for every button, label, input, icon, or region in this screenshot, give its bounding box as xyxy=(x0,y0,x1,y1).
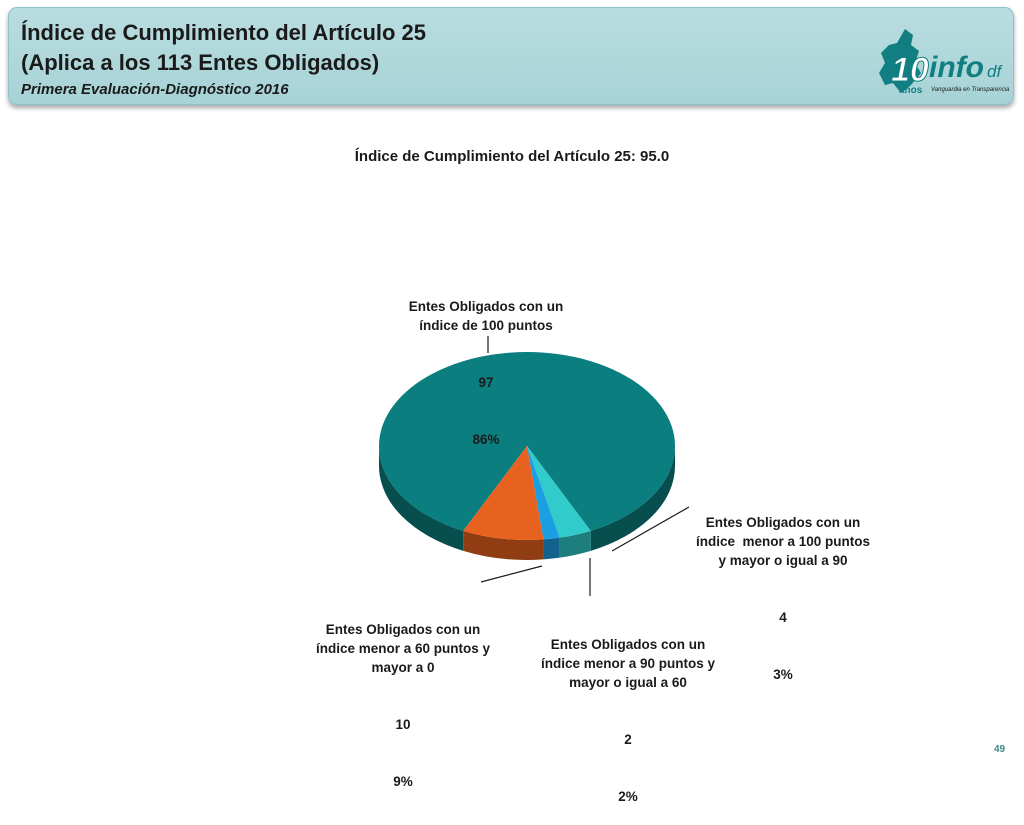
slice-label-0-60-percent: 9% xyxy=(393,774,413,789)
header-banner: Índice de Cumplimiento del Artículo 25 (… xyxy=(8,7,1014,105)
logo-big-number: 10 xyxy=(891,51,929,89)
slice-label-60-90: Entes Obligados con un índice menor a 90… xyxy=(528,597,728,825)
logo-word: info xyxy=(929,51,984,84)
slice-label-100-text: Entes Obligados con un índice de 100 pun… xyxy=(408,299,564,333)
slice-label-90-100-percent: 3% xyxy=(773,667,793,682)
page-number: 49 xyxy=(994,744,1006,755)
slice-label-60-90-text: Entes Obligados con un índice menor a 90… xyxy=(540,637,716,690)
page-subtitle: Primera Evaluación-Diagnóstico 2016 xyxy=(21,81,289,98)
chart-title: Índice de Cumplimiento del Artículo 25: … xyxy=(354,148,670,165)
logo-tagline: Vanguardia en Transparencia xyxy=(931,87,1010,93)
pie-slice-2 xyxy=(527,446,560,540)
pie-side-wall-1-0 xyxy=(559,530,591,558)
slice-label-90-100: Entes Obligados con un índice menor a 10… xyxy=(683,475,883,703)
logo-years: años xyxy=(899,85,923,96)
slice-label-100-count: 97 xyxy=(478,375,494,390)
pie-chart xyxy=(379,336,690,596)
pie-slice-1 xyxy=(527,446,591,538)
slice-label-60-90-count: 2 xyxy=(624,732,632,747)
pie-slice-0 xyxy=(379,352,675,531)
leader-line-3 xyxy=(480,565,543,583)
slice-label-0-60-text: Entes Obligados con un índice menor a 60… xyxy=(315,622,491,675)
pie-side-wall-2-0 xyxy=(543,537,560,560)
pie-side-wall-3-0 xyxy=(463,530,544,560)
slice-label-0-60-count: 10 xyxy=(395,717,411,732)
mexico-city-map-icon xyxy=(879,29,921,93)
logo-suffix: df xyxy=(987,62,1003,81)
page-title-line-2: (Aplica a los 113 Entes Obligados) xyxy=(21,50,380,75)
slice-label-100: Entes Obligados con un índice de 100 pun… xyxy=(386,259,586,468)
pie-side-wall-0-0 xyxy=(379,446,464,551)
slice-label-100-percent: 86% xyxy=(472,432,500,447)
leader-line-1 xyxy=(611,506,690,552)
pie-slice-3 xyxy=(463,446,544,540)
slice-label-0-60: Entes Obligados con un índice menor a 60… xyxy=(303,582,503,810)
page-title-line-1: Índice de Cumplimiento del Artículo 25 xyxy=(21,20,427,45)
pie-side-wall-0-1 xyxy=(590,446,675,551)
infodf-logo: 10 info df años Vanguardia en Transparen… xyxy=(879,29,1010,96)
slice-label-60-90-percent: 2% xyxy=(618,789,638,804)
slice-label-90-100-count: 4 xyxy=(779,610,787,625)
slice-label-90-100-text: Entes Obligados con un índice menor a 10… xyxy=(695,515,871,568)
